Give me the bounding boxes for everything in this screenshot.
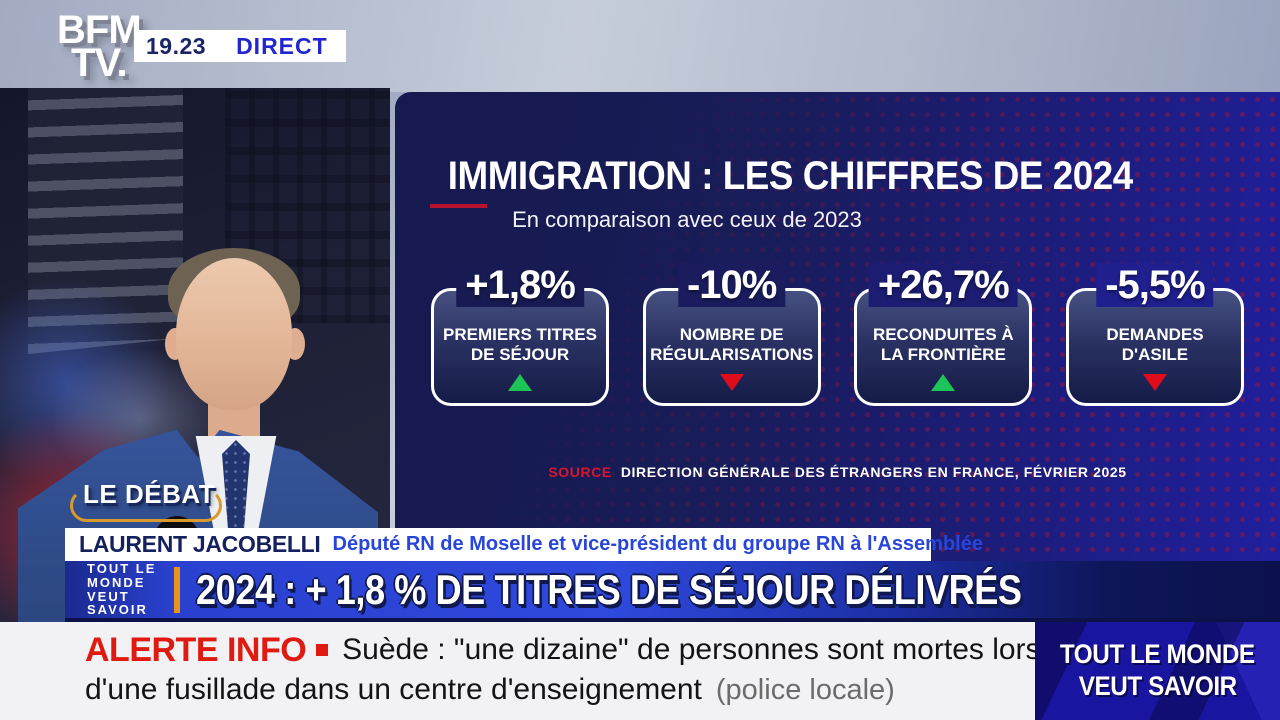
stat-label: DEMANDES D'ASILE (1106, 325, 1204, 365)
channel-logo-bottom: TV. (71, 41, 128, 86)
source-label: SOURCE (548, 464, 612, 480)
alert-text-line1: Suède : "une dizaine" de personnes sont … (342, 633, 1041, 666)
alert-ticker: ALERTE INFO Suède : "une dizaine" de per… (0, 622, 1041, 720)
speaker-banner: LAURENT JACOBELLI Député RN de Moselle e… (65, 528, 983, 561)
show-logo-line: MONDE (87, 574, 146, 590)
segment-badge-label: LE DÉBAT (83, 479, 216, 509)
segment-badge: LE DÉBAT (70, 479, 222, 522)
guest-head (176, 258, 292, 410)
channel-logo-top: BFM (57, 8, 142, 52)
trend-down-icon (1142, 374, 1167, 391)
stat-label: NOMBRE DE RÉGULARISATIONS (650, 325, 814, 365)
trend-down-icon (719, 374, 744, 391)
stat-card: +1,8% PREMIERS TITRES DE SÉJOUR (431, 263, 609, 406)
headline-text: 2024 : + 1,8 % DE TITRES DE SÉJOUR DÉLIV… (196, 565, 1022, 613)
stat-value: +1,8% (456, 263, 584, 307)
trend-up-icon (508, 374, 532, 391)
stat-card: -10% NOMBRE DE RÉGULARISATIONS (642, 263, 821, 406)
alert-bullet-icon (316, 644, 329, 656)
show-logo-line: TOUT LE (87, 560, 157, 576)
show-logo-line: SAVOIR (87, 602, 148, 618)
stat-label: PREMIERS TITRES DE SÉJOUR (443, 325, 597, 365)
infographic-subtitle: En comparaison avec ceux de 2023 (512, 207, 862, 232)
stat-cards: +1,8% PREMIERS TITRES DE SÉJOUR -10% NOMBRE… (395, 263, 1280, 406)
headline-band: TOUT LE MONDE VEUT SAVOIR 2024 : + 1,8 %… (65, 561, 1280, 622)
show-corner-line: TOUT LE MONDE (1060, 639, 1255, 670)
live-badge: DIRECT (236, 32, 328, 59)
headline-separator (174, 566, 181, 613)
stat-value: -10% (677, 263, 786, 307)
speaker-name: LAURENT JACOBELLI (79, 531, 321, 557)
trend-up-icon (931, 374, 956, 391)
alert-label: ALERTE INFO (85, 631, 307, 669)
source-text: DIRECTION GÉNÉRALE DES ÉTRANGERS EN FRAN… (620, 464, 1127, 480)
show-corner-box: TOUT LE MONDE VEUT SAVOIR (1035, 622, 1280, 720)
stat-label: RECONDUITES À LA FRONTIÈRE (872, 325, 1014, 365)
channel-logo: BFM TV. (57, 8, 142, 86)
stat-value: +26,7% (868, 263, 1018, 307)
title-underline-accent (430, 204, 487, 208)
stat-card: -5,5% DEMANDES D'ASILE (1065, 263, 1244, 406)
guest-video-feed (0, 88, 390, 622)
stat-value: -5,5% (1096, 263, 1214, 307)
show-corner-line: VEUT SAVOIR (1078, 671, 1237, 701)
stat-card: +26,7% RECONDUITES À LA FRONTIÈRE (854, 263, 1033, 406)
time-strip: 19.23 DIRECT (134, 30, 346, 62)
alert-attribution: (police locale) (715, 674, 895, 706)
infographic-title: IMMIGRATION : LES CHIFFRES DE 2024 (447, 154, 1133, 198)
infographic-panel: IMMIGRATION : LES CHIFFRES DE 2024 En co… (395, 92, 1280, 561)
clock: 19.23 (146, 32, 207, 59)
alert-text-line2: d'une fusillade dans un centre d'enseign… (85, 673, 702, 706)
source-line: SOURCE DIRECTION GÉNÉRALE DES ÉTRANGERS E… (395, 464, 1280, 480)
show-logo: TOUT LE MONDE VEUT SAVOIR (87, 562, 156, 617)
show-logo-line: VEUT (87, 588, 130, 604)
speaker-role: Député RN de Moselle et vice-président d… (332, 533, 983, 555)
